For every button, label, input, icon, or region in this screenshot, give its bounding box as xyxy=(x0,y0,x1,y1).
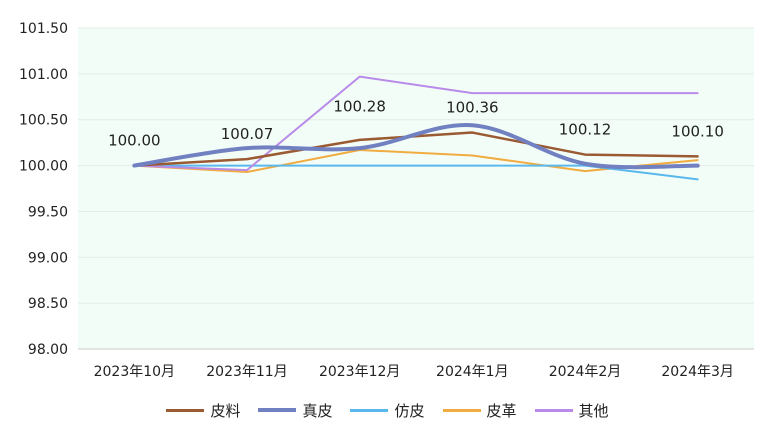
x-tick-label: 2023年12月 xyxy=(319,364,400,380)
legend-swatch xyxy=(442,408,481,412)
legend-item: 其他 xyxy=(534,400,609,421)
data-label: 100.00 xyxy=(108,132,161,150)
y-tick-label: 100.50 xyxy=(19,113,68,129)
series-line-皮革 xyxy=(133,148,699,173)
series-line-其他 xyxy=(133,75,699,172)
x-tick-label: 2023年10月 xyxy=(94,364,175,380)
y-tick-label: 101.00 xyxy=(19,67,68,83)
y-tick-label: 99.50 xyxy=(28,204,68,220)
x-tick-label: 2024年1月 xyxy=(436,364,509,380)
legend-label: 皮革 xyxy=(486,401,517,420)
data-label: 100.12 xyxy=(559,121,612,139)
legend-item: 皮料 xyxy=(166,400,240,421)
data-label: 100.07 xyxy=(221,125,274,143)
legend-label: 真皮 xyxy=(302,401,333,420)
y-tick-label: 99.00 xyxy=(28,250,68,266)
y-tick-label: 98.00 xyxy=(28,342,68,358)
legend-label: 仿皮 xyxy=(394,401,425,420)
legend-swatch xyxy=(166,408,205,412)
legend: 皮料 真皮 仿皮 皮革 其他 xyxy=(0,398,775,422)
legend-swatch xyxy=(534,408,573,412)
legend-swatch xyxy=(258,408,297,412)
legend-label: 皮料 xyxy=(210,401,241,420)
x-axis: 2023年10月 2023年11月 2023年12月 2024年1月 2024年2月 20… xyxy=(94,364,734,380)
data-label: 100.10 xyxy=(671,122,724,140)
y-tick-label: 101.50 xyxy=(19,21,68,37)
y-axis: 101.50 101.00 100.50 100.00 99.50 99.00 98.50 9… xyxy=(19,21,68,358)
line-chart: 101.50 101.00 100.50 100.00 99.50 99.00 98.50 9… xyxy=(19,21,754,380)
data-labels: 100.00 100.07 100.28 100.36 100.12 100.10 xyxy=(108,98,724,150)
legend-label: 其他 xyxy=(578,401,609,420)
series-line-真皮 xyxy=(132,123,700,170)
y-tick-label: 98.50 xyxy=(28,296,68,312)
data-label: 100.28 xyxy=(333,98,386,116)
legend-swatch xyxy=(350,408,389,412)
x-tick-label: 2023年11月 xyxy=(206,364,287,380)
legend-item: 皮革 xyxy=(442,400,517,421)
y-tick-label: 100.00 xyxy=(19,159,68,175)
legend-item: 仿皮 xyxy=(350,400,425,421)
data-label: 100.36 xyxy=(446,99,499,117)
plot-area xyxy=(78,28,754,349)
legend-item: 真皮 xyxy=(258,400,332,421)
x-tick-label: 2024年2月 xyxy=(549,364,622,380)
series-lines xyxy=(132,75,700,181)
x-tick-label: 2024年3月 xyxy=(661,364,734,380)
